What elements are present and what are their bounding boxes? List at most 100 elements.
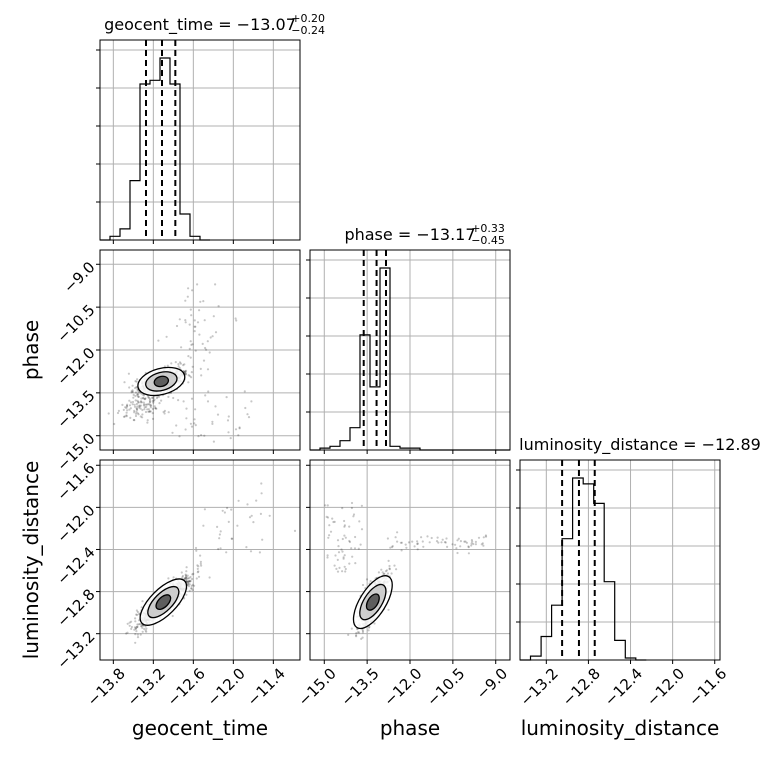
scatter-point <box>459 545 462 548</box>
y-tick-label: −13.2 <box>53 627 98 672</box>
scatter-point <box>360 528 364 531</box>
scatter-point <box>139 415 142 418</box>
scatter-point <box>152 401 155 404</box>
scatter-point <box>167 577 170 580</box>
scatter-point <box>203 319 206 322</box>
scatter-point <box>139 400 143 403</box>
scatter-point <box>367 629 370 632</box>
scatter-point <box>184 369 188 372</box>
scatter-point <box>377 571 380 574</box>
scatter-point <box>135 626 138 629</box>
scatter-point <box>343 534 346 537</box>
scatter-point <box>206 400 210 403</box>
scatter-point <box>147 403 150 406</box>
x-tick-label: −15.0 <box>295 664 340 709</box>
scatter-point <box>326 504 329 507</box>
scatter-point <box>217 547 220 551</box>
scatter-point <box>144 397 147 400</box>
scatter-point <box>199 300 202 303</box>
scatter-point <box>344 570 347 573</box>
scatter-point <box>140 606 143 609</box>
scatter-point <box>196 571 199 574</box>
scatter-point <box>482 536 485 539</box>
scatter-point <box>146 419 149 422</box>
scatter-point <box>135 613 138 616</box>
scatter-point <box>134 414 138 418</box>
scatter-point <box>343 519 346 523</box>
scatter-point <box>196 283 199 286</box>
scatter-point <box>188 577 191 580</box>
x-tick-label: −12.4 <box>601 664 646 709</box>
histogram-geocent-time <box>100 57 210 241</box>
scatter-point <box>177 399 180 402</box>
scatter-point <box>185 579 188 582</box>
scatter-point <box>204 454 206 456</box>
y-tick-label: −12.4 <box>53 543 98 588</box>
scatter-point <box>121 403 124 406</box>
scatter-point <box>428 541 431 544</box>
scatter-point <box>181 574 184 578</box>
scatter-point <box>337 545 340 548</box>
scatter-point <box>144 410 148 414</box>
scatter-point <box>163 412 166 415</box>
scatter-point <box>113 422 116 426</box>
scatter-point <box>143 408 146 411</box>
scatter-point <box>219 530 222 533</box>
scatter-point <box>184 370 187 373</box>
scatter-point <box>393 564 396 567</box>
scatter-point <box>352 515 355 518</box>
scatter-point <box>380 568 383 571</box>
scatter-point <box>166 364 169 367</box>
scatter-point <box>459 540 462 543</box>
scatter-point <box>209 336 212 339</box>
scatter-point <box>178 318 181 321</box>
scatter-point <box>227 520 230 524</box>
scatter-point <box>177 365 180 368</box>
scatter-point <box>138 612 141 616</box>
scatter-point <box>359 543 362 546</box>
scatter-point <box>189 579 192 583</box>
scatter-point <box>132 396 135 399</box>
scatter-point <box>141 626 144 630</box>
scatter-point <box>231 537 234 540</box>
x-axis-label-geocent-time: geocent_time <box>132 716 268 740</box>
scatter-point <box>135 407 138 410</box>
scatter-point <box>212 315 215 318</box>
scatter-point <box>484 535 488 538</box>
scatter-point <box>347 633 350 637</box>
scatter-point <box>141 600 144 603</box>
scatter-point <box>136 610 139 614</box>
scatter-point <box>141 630 144 633</box>
scatter-point <box>143 397 146 401</box>
scatter-point <box>344 536 347 539</box>
scatter-point <box>444 541 447 544</box>
scatter-point <box>324 504 327 507</box>
scatter-point <box>136 408 139 412</box>
scatter-point <box>383 572 386 575</box>
scatter-point <box>160 399 163 402</box>
scatter-point <box>142 396 145 399</box>
scatter-point <box>189 308 192 311</box>
scatter-point <box>185 575 188 578</box>
scatter-point <box>127 372 130 375</box>
scatter-point <box>190 343 193 346</box>
scatter-point <box>137 395 140 398</box>
scatter-point <box>151 412 154 415</box>
scatter-point <box>258 551 261 554</box>
scatter-point <box>175 324 179 328</box>
scatter-point <box>245 546 248 549</box>
scatter-point <box>149 410 152 413</box>
scatter-point <box>344 567 347 571</box>
scatter-point <box>350 506 353 510</box>
scatter-point <box>132 418 135 422</box>
scatter-point <box>335 567 338 571</box>
scatter-point <box>333 564 336 567</box>
scatter-point <box>196 567 199 571</box>
scatter-point <box>445 537 448 540</box>
scatter-point <box>358 520 361 523</box>
scatter-point <box>134 380 137 383</box>
scatter-point <box>189 580 192 583</box>
scatter-point <box>217 305 220 308</box>
scatter-point <box>477 536 481 539</box>
